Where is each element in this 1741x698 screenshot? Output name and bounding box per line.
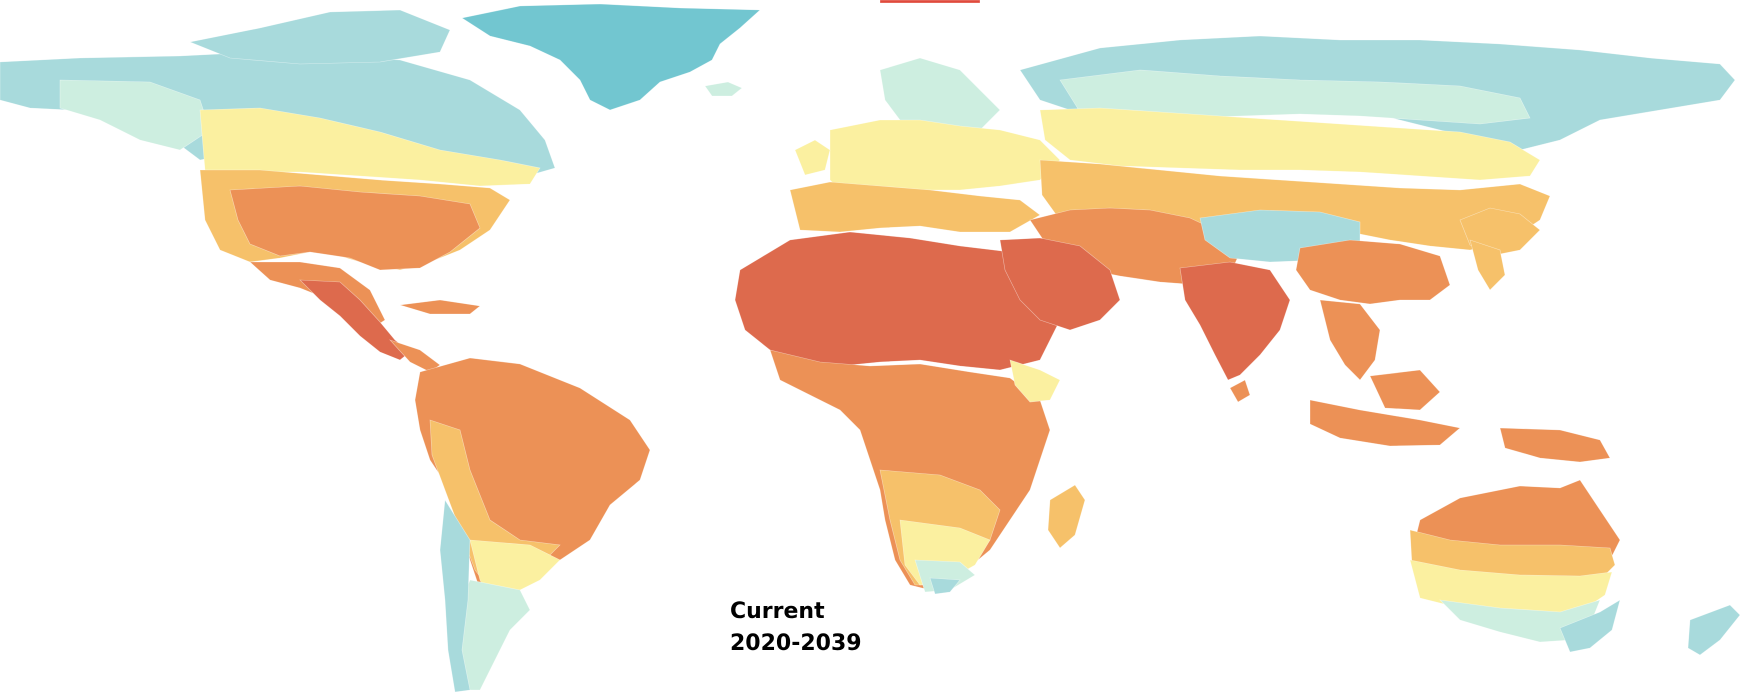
caption-title: Current: [730, 596, 862, 628]
top-accent-bar: [880, 0, 980, 3]
map-caption: Current 2020-2039: [730, 596, 862, 660]
caption-period: 2020-2039: [730, 628, 862, 660]
